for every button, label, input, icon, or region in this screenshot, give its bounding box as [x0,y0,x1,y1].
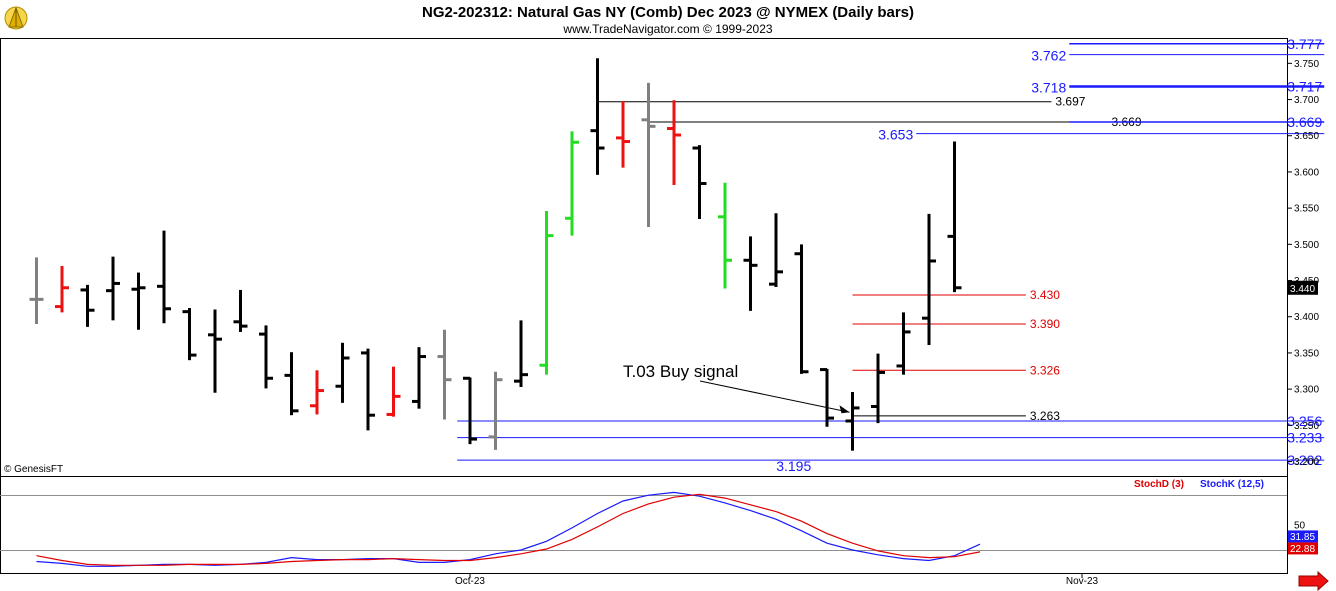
chart-title: NG2-202312: Natural Gas NY (Comb) Dec 20… [422,4,914,21]
date-axis: Oct-23 Nov-23 [455,573,1099,587]
price-bar [667,100,681,185]
price-bar [386,366,401,417]
y-tick-label: 3.600 [1294,167,1319,178]
stochd-value-label: 22.88 [1290,544,1315,555]
stochd-value-tag [1288,542,1318,555]
level-label-right: 3.717 [1287,79,1322,95]
y-tick-label: 3.350 [1294,348,1319,359]
y-tick-label: 3.400 [1294,312,1319,323]
legend-stochd: StochD (3) [1134,479,1184,490]
price-bar [463,376,477,445]
price-bar [310,370,324,415]
price-bar [412,347,426,409]
price-bar [335,342,350,403]
level-label-right: 3.697 [1055,95,1085,109]
level-label-left: 3.653 [878,127,913,143]
price-bar [718,182,732,289]
chart-subtitle: www.TradeNavigator.com © 1999-2023 [562,22,772,36]
price-bar [488,371,503,450]
stoch-panel-frame [0,476,1288,574]
scroll-right-arrow-icon[interactable] [1298,570,1329,591]
level-label-right: 3.233 [1287,430,1322,446]
ohlc-bars [29,58,962,451]
y-tick-label: 3.250 [1294,421,1319,432]
price-bar [539,211,554,375]
x-tick-label: Oct-23 [455,576,485,587]
price-panel-frame [0,38,1288,477]
price-bar [743,236,758,311]
price-bar [565,131,579,236]
level-label-right: 3.263 [1030,409,1060,423]
level-label-right: 3.777 [1287,36,1322,52]
y-tick-label: 3.550 [1294,204,1319,215]
buy-signal-annotation: T.03 Buy signal [623,362,850,414]
price-bar [641,82,656,227]
y-tick-label: 3.300 [1294,385,1319,396]
price-bar [106,256,120,321]
last-price-label: 3.440 [1290,284,1315,295]
price-bar [590,58,605,175]
price-bar [80,284,95,327]
level-label-left: 3.195 [776,458,811,474]
stoch-y-tick-label: 50 [1294,521,1306,532]
price-bar [131,272,146,330]
level-label-left: 3.718 [1031,80,1066,96]
level-label-right: 3.430 [1030,288,1060,302]
price-bar [55,266,69,313]
y-tick-label: 3.650 [1294,131,1319,142]
price-bar [182,308,197,361]
level-label-left: 3.762 [1031,48,1066,64]
price-bar [284,352,299,416]
legend-stochk: StochK (12,5) [1200,479,1264,490]
price-axis: 3.7503.7003.6503.6003.5503.5003.4503.400… [1287,59,1319,468]
price-bar [157,230,171,324]
price-bar [233,289,248,332]
price-bar [947,141,962,293]
level-label-right: 3.669 [1287,114,1322,130]
level-label-right: 3.390 [1030,317,1060,331]
y-tick-label: 3.700 [1294,95,1319,106]
price-bar [692,145,707,219]
price-bar [437,329,452,420]
x-tick-label: Nov-23 [1066,576,1099,587]
buy-signal-arrow [699,380,850,413]
price-bar [794,244,809,374]
price-bar [208,309,222,393]
stochk-value-tag [1288,530,1318,543]
logo-icon [4,6,28,30]
level-label-right: 3.326 [1030,363,1060,377]
price-bar [616,100,630,168]
price-bar [29,257,44,324]
watermark: © GenesisFT [4,464,63,475]
level-label-right: 3.256 [1287,413,1322,429]
level-label-right: 3.202 [1287,452,1322,468]
price-bar [361,348,375,431]
price-bar [922,213,936,345]
y-tick-label: 3.500 [1294,240,1319,251]
buy-signal-label: T.03 Buy signal [623,362,738,381]
price-bar [845,392,860,451]
price-bar [896,312,911,375]
price-bar [769,213,783,288]
stochd-line [36,493,981,566]
stochk-value-label: 31.85 [1290,532,1315,543]
price-bar [820,368,834,427]
last-price-tag [1288,280,1318,295]
price-bar [871,353,885,424]
y-tick-label: 3.200 [1294,457,1319,468]
price-bar [514,320,528,387]
y-tick-label: 3.750 [1294,59,1319,70]
arrowhead-icon [839,405,850,414]
price-bar [259,325,273,389]
